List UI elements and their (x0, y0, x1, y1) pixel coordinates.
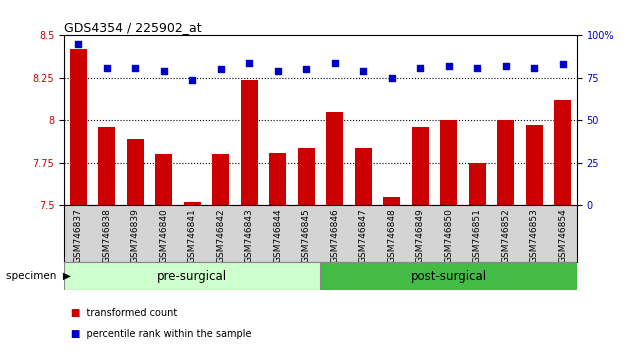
Text: ■: ■ (71, 329, 79, 339)
Bar (412, 127, 429, 205)
Bar (554, 100, 571, 205)
Text: GSM746853: GSM746853 (529, 208, 538, 263)
Bar (241, 80, 258, 205)
Bar (184, 202, 201, 205)
Point (329, 60, 340, 65)
Text: ■  percentile rank within the sample: ■ percentile rank within the sample (71, 329, 251, 339)
Point (444, 63, 454, 69)
Text: GSM746840: GSM746840 (160, 208, 169, 263)
Bar (212, 154, 229, 205)
Text: GSM746839: GSM746839 (131, 208, 140, 263)
Point (301, 67, 312, 72)
Point (130, 65, 140, 70)
Point (529, 65, 539, 70)
Text: GSM746838: GSM746838 (103, 208, 112, 263)
Bar (497, 120, 514, 205)
Point (159, 68, 169, 74)
Text: GSM746841: GSM746841 (188, 208, 197, 263)
Text: ■: ■ (71, 308, 79, 318)
Text: GSM746842: GSM746842 (216, 208, 225, 263)
Point (558, 62, 568, 67)
Text: GSM746849: GSM746849 (416, 208, 425, 263)
Bar (269, 153, 287, 205)
Point (272, 68, 283, 74)
Bar (354, 148, 372, 205)
Point (472, 65, 482, 70)
Point (358, 68, 369, 74)
Text: ■  transformed count: ■ transformed count (71, 308, 177, 318)
Point (501, 63, 511, 69)
Bar (98, 127, 115, 205)
Bar (127, 139, 144, 205)
Bar (383, 197, 400, 205)
Text: pre-surgical: pre-surgical (157, 270, 228, 282)
Bar (297, 148, 315, 205)
Point (387, 75, 397, 81)
Text: GSM746852: GSM746852 (501, 208, 510, 263)
Bar (440, 120, 457, 205)
Text: GSM746848: GSM746848 (387, 208, 396, 263)
Point (244, 60, 254, 65)
Point (73, 41, 83, 47)
Text: GSM746851: GSM746851 (472, 208, 481, 263)
Text: GSM746844: GSM746844 (273, 208, 282, 263)
Text: specimen  ▶: specimen ▶ (6, 271, 71, 281)
Point (187, 77, 197, 82)
Text: GSM746845: GSM746845 (302, 208, 311, 263)
Text: post-surgical: post-surgical (411, 270, 487, 282)
Text: GSM746846: GSM746846 (330, 208, 339, 263)
Text: GSM746854: GSM746854 (558, 208, 567, 263)
Text: GSM746843: GSM746843 (245, 208, 254, 263)
Bar (526, 125, 543, 205)
Bar (320, 262, 577, 290)
Point (415, 65, 426, 70)
Point (102, 65, 112, 70)
Text: GSM746837: GSM746837 (74, 208, 83, 263)
Bar (155, 154, 172, 205)
Text: GSM746847: GSM746847 (359, 208, 368, 263)
Point (215, 67, 226, 72)
Text: GDS4354 / 225902_at: GDS4354 / 225902_at (64, 21, 202, 34)
Bar (70, 49, 87, 205)
Text: GSM746850: GSM746850 (444, 208, 453, 263)
Bar (469, 163, 486, 205)
Bar (64, 262, 321, 290)
Bar (326, 112, 344, 205)
